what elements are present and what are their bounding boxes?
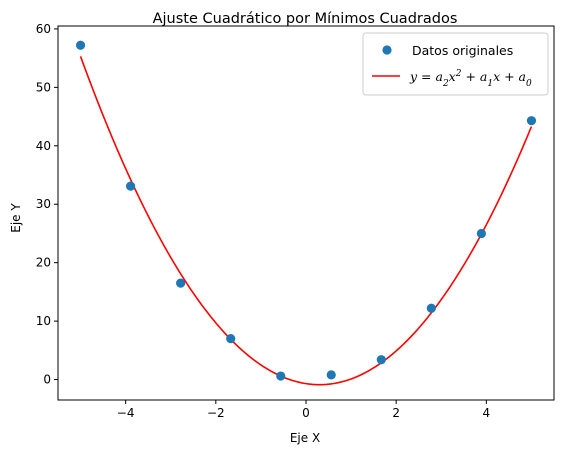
x-tick-label: 0 — [302, 406, 310, 420]
x-tick-label: 2 — [392, 406, 400, 420]
data-point — [376, 355, 386, 365]
y-tick-label: 30 — [36, 197, 51, 211]
x-axis-ticks: −4 −2 0 2 4 — [117, 400, 490, 420]
data-point — [75, 40, 86, 50]
y-tick-label: 40 — [36, 139, 51, 153]
legend: Datos originales y = a2x2 + a1x + a0 — [362, 32, 549, 96]
x-tick-label: −2 — [207, 406, 225, 420]
y-tick-label: 50 — [36, 80, 51, 94]
data-point — [326, 370, 336, 380]
legend-label-scatter: Datos originales — [412, 43, 513, 58]
data-point — [476, 228, 487, 239]
data-point — [226, 334, 236, 344]
y-tick-label: 20 — [36, 256, 51, 270]
fit-curve-layer — [79, 56, 533, 386]
y-tick-label: 60 — [36, 22, 51, 36]
data-point — [426, 303, 436, 313]
data-point — [176, 278, 186, 288]
legend-marker-scatter — [382, 45, 392, 55]
legend-box — [362, 32, 549, 96]
data-point — [125, 181, 136, 191]
data-point — [276, 371, 286, 381]
x-tick-label: −4 — [117, 406, 135, 420]
data-point — [526, 116, 537, 126]
x-axis-label: Eje X — [290, 431, 320, 445]
y-tick-label: 10 — [36, 314, 51, 328]
fit-curve-line — [79, 56, 533, 386]
y-axis-ticks: 0 10 20 30 40 50 60 — [36, 22, 58, 387]
chart-title: Ajuste Cuadrático por Mínimos Cuadrados — [153, 11, 458, 27]
y-axis-label: Eje Y — [9, 203, 23, 233]
x-tick-label: 4 — [483, 406, 491, 420]
y-tick-label: 0 — [43, 373, 51, 387]
data-points-layer — [75, 40, 537, 381]
